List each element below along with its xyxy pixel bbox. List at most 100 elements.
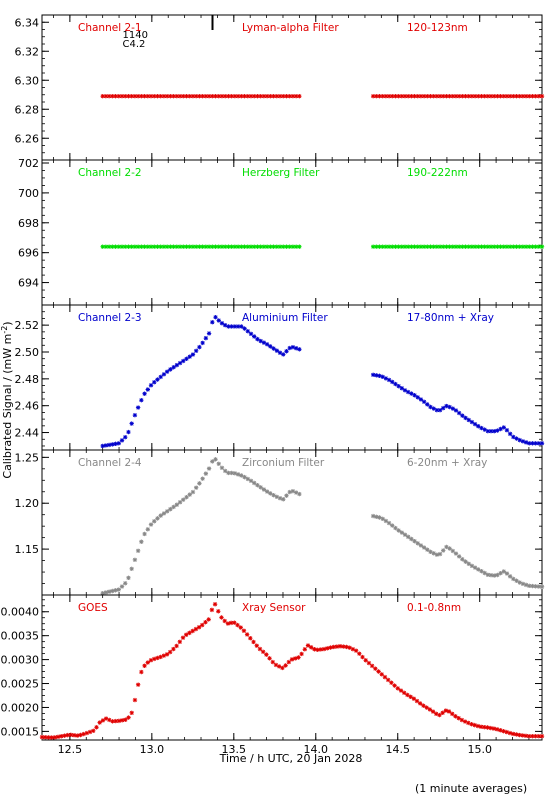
data-point xyxy=(264,489,270,494)
data-point xyxy=(190,244,196,249)
data-point xyxy=(479,94,484,99)
data-point xyxy=(476,567,481,572)
data-point xyxy=(478,724,484,729)
data-point xyxy=(353,648,359,653)
data-point xyxy=(498,94,503,99)
data-point xyxy=(219,94,225,99)
data-point xyxy=(539,94,545,99)
data-point xyxy=(103,590,109,595)
data-point xyxy=(453,714,458,719)
data-point xyxy=(164,509,170,514)
data-point xyxy=(210,244,215,249)
data-point xyxy=(286,659,291,665)
data-point xyxy=(235,244,241,249)
data-point xyxy=(210,94,215,99)
data-point xyxy=(350,646,356,652)
data-point xyxy=(383,94,389,99)
data-point xyxy=(392,683,397,688)
data-point xyxy=(370,244,376,249)
data-point xyxy=(377,373,382,379)
data-point xyxy=(293,244,299,249)
panel-5: 0.0015 0.0020 0.0025 0.0030 0.0035 0.0040 GOES… xyxy=(1,594,545,756)
data-point xyxy=(277,350,283,355)
y-tick-label: 2.46 xyxy=(15,400,40,413)
data-point xyxy=(485,572,491,577)
data-point xyxy=(284,244,289,249)
data-point xyxy=(171,94,176,99)
panel-frame xyxy=(41,449,543,596)
data-point xyxy=(412,94,417,99)
data-point xyxy=(174,502,180,507)
data-series xyxy=(100,244,545,249)
data-point xyxy=(469,721,474,727)
data-point xyxy=(418,244,424,249)
data-point xyxy=(261,244,267,249)
data-point xyxy=(177,244,183,249)
data-point xyxy=(472,244,478,249)
data-point xyxy=(305,643,311,648)
data-point xyxy=(479,569,484,574)
data-point xyxy=(517,94,522,99)
data-point xyxy=(242,474,247,480)
data-point xyxy=(212,602,218,607)
x-axis-label: Time / h UTC, 20 Jan 2028 xyxy=(219,752,363,765)
data-point xyxy=(328,645,333,650)
data-point xyxy=(245,244,250,249)
data-point xyxy=(142,663,147,668)
data-point xyxy=(110,442,115,447)
data-point xyxy=(145,94,151,99)
data-point xyxy=(49,735,54,740)
data-point xyxy=(184,494,189,500)
data-point xyxy=(281,497,286,502)
panel-channel-label: Channel 2-1 xyxy=(78,22,142,34)
data-point xyxy=(68,732,74,738)
data-point xyxy=(123,244,128,249)
data-point xyxy=(103,716,109,721)
data-point xyxy=(511,576,516,582)
data-point xyxy=(232,244,238,249)
data-point xyxy=(472,94,478,99)
data-point xyxy=(485,725,490,730)
data-point xyxy=(193,244,199,249)
data-point xyxy=(357,651,362,656)
data-point xyxy=(466,720,471,726)
data-point xyxy=(276,664,282,669)
data-point xyxy=(374,373,379,378)
data-point xyxy=(299,651,304,657)
data-point xyxy=(479,244,484,249)
y-tick-label: 696 xyxy=(18,247,39,260)
data-point xyxy=(181,94,186,99)
data-point xyxy=(135,94,141,99)
data-point xyxy=(441,94,446,99)
data-point xyxy=(113,588,118,593)
data-point xyxy=(139,94,144,99)
data-point xyxy=(482,724,487,730)
panel-channel-label: Channel 2-4 xyxy=(78,457,142,469)
data-point xyxy=(377,244,382,249)
data-point xyxy=(135,405,141,410)
data-point xyxy=(383,244,389,249)
data-point xyxy=(437,551,443,557)
data-point xyxy=(377,94,382,99)
data-point xyxy=(161,94,167,99)
data-point xyxy=(492,94,497,99)
data-point xyxy=(203,244,209,249)
y-tick-label: 6.28 xyxy=(15,103,40,116)
data-point xyxy=(526,733,532,739)
data-point xyxy=(171,244,176,249)
data-point xyxy=(281,94,286,99)
data-point xyxy=(377,515,382,520)
data-point xyxy=(409,536,414,542)
data-point xyxy=(476,244,481,249)
data-point xyxy=(184,244,189,249)
y-tick-label: 1.20 xyxy=(15,497,40,510)
data-point xyxy=(248,94,254,99)
data-point xyxy=(460,413,465,418)
data-point xyxy=(412,393,417,398)
panel-2: 694 696 698 700 702 Channel 2-2 Herzberg Filte… xyxy=(18,157,545,306)
data-point xyxy=(441,405,446,411)
data-point xyxy=(261,94,267,99)
data-point xyxy=(520,94,526,99)
data-point xyxy=(374,94,379,99)
data-point xyxy=(200,476,205,481)
